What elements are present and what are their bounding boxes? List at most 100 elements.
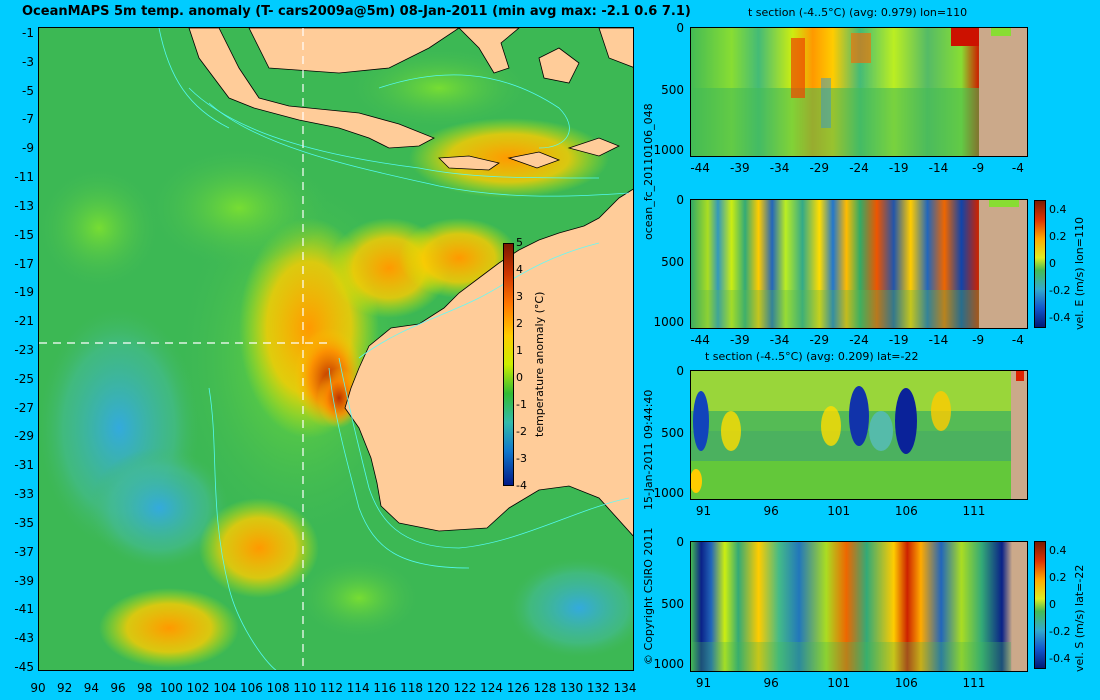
map-colorbar-tick: -4 — [516, 479, 527, 492]
panel4-colorbar-tick: 0.2 — [1049, 571, 1067, 584]
map-lon-tick: 134 — [613, 681, 637, 695]
panel2-colorbar-tick: 0.4 — [1049, 203, 1067, 216]
panel1-title: t section (-4..5°C) (avg: 0.979) lon=110 — [748, 6, 968, 19]
map-lat-tick: -5 — [22, 83, 34, 98]
map-colorbar-label: temperature anomaly (°C) — [533, 291, 546, 437]
panel4-y-tick: 0 — [676, 535, 684, 549]
panel2-y-tick: 0 — [676, 193, 684, 207]
map-lat-tick: -1 — [22, 26, 34, 40]
panel4-colorbar — [1034, 541, 1046, 669]
panel1-y-tick: 500 — [661, 82, 684, 97]
panel3-y-tick: 500 — [661, 425, 684, 440]
panel4-colorbar-tick: 0 — [1049, 598, 1056, 611]
panel4-colorbar-tick: -0.2 — [1049, 625, 1071, 638]
panel4-y-tick: 1000 — [653, 657, 684, 672]
panel1-x-tick: -24 — [849, 161, 869, 175]
panel2-velocity-east-section[interactable] — [690, 199, 1028, 329]
map-lon-tick: 96 — [110, 681, 126, 695]
map-lon-tick: 90 — [30, 681, 46, 695]
map-lat-tick: -45 — [14, 660, 34, 674]
map-lat-tick: -33 — [14, 487, 34, 502]
map-lat-tick: -25 — [14, 371, 34, 386]
panel2-x-tick: -39 — [730, 333, 750, 347]
panel2-x-tick: -19 — [888, 333, 909, 347]
map-colorbar-tick: -2 — [516, 425, 527, 438]
panel4-x-tick: 111 — [962, 676, 986, 690]
panel1-x-tick: -14 — [928, 161, 949, 175]
panel1-y-tick: 1000 — [653, 142, 684, 157]
map-lon-tick: 100 — [159, 681, 183, 695]
map-lat-tick: -17 — [14, 256, 34, 271]
map-colorbar-tick: -3 — [516, 452, 527, 465]
panel2-x-tick: -24 — [849, 333, 869, 347]
panel4-colorbar-label: vel. S (m/s) lat=-22 — [1073, 564, 1086, 672]
map-lon-tick: 118 — [400, 681, 423, 695]
map-lon-tick: 120 — [426, 681, 450, 695]
map-lon-tick: 116 — [373, 681, 397, 695]
panel3-temperature-section[interactable] — [690, 370, 1028, 500]
map-lon-tick: 102 — [186, 681, 210, 695]
map-lat-tick: -9 — [22, 141, 34, 156]
panel3-x-tick: 91 — [695, 504, 712, 518]
map-lat-tick: -21 — [14, 314, 34, 329]
map-colorbar-tick: 3 — [516, 290, 523, 303]
map-lat-tick: -13 — [14, 198, 34, 213]
map-lon-tick: 108 — [266, 681, 290, 695]
panel2-colorbar-tick: -0.4 — [1049, 311, 1071, 324]
run-id-label: ocean_fc_20110106_048 — [642, 103, 655, 240]
panel2-colorbar-tick: 0.2 — [1049, 230, 1067, 243]
panel2-y-tick: 500 — [661, 254, 684, 269]
panel3-x-tick: 101 — [827, 504, 851, 518]
panel1-x-tick: -9 — [972, 161, 985, 175]
panel4-colorbar-tick: -0.4 — [1049, 652, 1071, 665]
panel4-x-tick: 101 — [827, 676, 851, 690]
panel3-x-tick: 106 — [894, 504, 918, 518]
panel4-colorbar-tick: 0.4 — [1049, 544, 1067, 557]
map-lat-tick: -23 — [14, 343, 34, 357]
panel2-y-tick: 1000 — [653, 314, 684, 329]
panel2-colorbar — [1034, 200, 1046, 328]
panel3-y-tick: 0 — [676, 364, 684, 378]
map-lat-tick: -41 — [14, 602, 34, 617]
panel2-colorbar-tick: 0 — [1049, 257, 1056, 270]
map-lat-tick: -7 — [22, 112, 34, 127]
map-lat-tick: -3 — [22, 54, 34, 69]
panel2-x-tick: -29 — [809, 333, 830, 347]
panel4-x-tick: 96 — [763, 676, 779, 690]
map-lat-tick: -35 — [14, 515, 34, 530]
map-lon-tick: 104 — [213, 681, 237, 695]
panel1-x-tick: -4 — [1011, 161, 1024, 175]
map-lat-tick: -31 — [14, 458, 34, 473]
map-colorbar-tick: 1 — [516, 344, 523, 357]
panel2-x-tick: -14 — [928, 333, 949, 347]
map-lon-tick: 124 — [480, 681, 504, 695]
panel2-x-tick: -44 — [690, 333, 710, 347]
panel2-x-tick: -34 — [769, 333, 790, 347]
map-lat-tick: -29 — [14, 429, 34, 444]
panel1-temperature-section[interactable] — [690, 27, 1028, 157]
map-lon-tick: 92 — [57, 681, 73, 695]
map-colorbar — [503, 243, 514, 486]
panel1-x-tick: -34 — [769, 161, 790, 175]
panel4-y-tick: 500 — [661, 597, 684, 612]
map-lon-tick: 112 — [320, 681, 343, 695]
panel3-title: t section (-4..5°C) (avg: 0.209) lat=-22 — [705, 350, 919, 363]
map-lon-tick: 132 — [586, 681, 610, 695]
map-lat-tick: -27 — [14, 400, 34, 415]
map-lon-tick: 106 — [240, 681, 263, 695]
map-colorbar-tick: 4 — [516, 263, 523, 276]
map-colorbar-tick: 2 — [516, 317, 523, 330]
map-lon-tick: 98 — [137, 681, 153, 695]
map-lat-tick: -11 — [14, 170, 34, 185]
panel4-velocity-south-section[interactable] — [690, 541, 1028, 672]
map-lat-tick: -15 — [14, 227, 34, 242]
map-lon-tick: 110 — [293, 681, 317, 695]
panel2-x-tick: -9 — [972, 333, 985, 347]
panel4-x-tick: 106 — [894, 676, 918, 690]
panel1-x-tick: -19 — [888, 161, 909, 175]
panel3-x-tick: 111 — [962, 504, 986, 518]
map-title: OceanMAPS 5m temp. anomaly (T- cars2009a… — [22, 4, 691, 19]
panel1-x-tick: -39 — [730, 161, 750, 175]
temperature-anomaly-map[interactable] — [38, 27, 634, 671]
map-lat-tick: -37 — [14, 544, 34, 559]
